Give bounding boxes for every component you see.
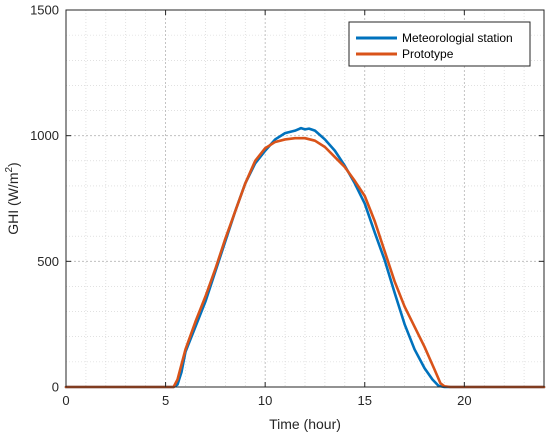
x-tick-label: 20 (457, 393, 471, 408)
legend-label-meteorological-station: Meteorologial station (402, 31, 513, 45)
series-line-meteorological-station (64, 126, 546, 389)
y-tick-label: 0 (52, 380, 59, 395)
x-tick-label: 5 (162, 393, 169, 408)
x-axis-label: Time (hour) (269, 416, 341, 432)
tick-labels: 0 5 10 15 20 0 500 1000 1500 (30, 3, 471, 409)
x-tick-label: 0 (62, 393, 69, 408)
y-tick-label: 500 (37, 254, 59, 269)
y-axis-label-close: ) (5, 162, 21, 167)
x-tick-label: 15 (358, 393, 372, 408)
legend-box (348, 21, 531, 67)
x-tick-label: 10 (258, 393, 272, 408)
y-tick-label: 1500 (30, 3, 59, 18)
plot-area (66, 10, 544, 387)
y-axis-label-superscript: 2 (4, 167, 15, 173)
axis-ticks (65, 9, 544, 388)
legend-label-prototype: Prototype (402, 47, 454, 61)
y-tick-label: 1000 (30, 128, 59, 143)
series-line-prototype (64, 136, 546, 389)
plot-frame (65, 9, 545, 388)
y-axis-label-main: GHI (W/m (5, 173, 21, 235)
y-axis-label: GHI (W/m2) (4, 162, 21, 234)
series-layer (64, 126, 546, 389)
legend: Meteorologial station Prototype (348, 21, 531, 67)
